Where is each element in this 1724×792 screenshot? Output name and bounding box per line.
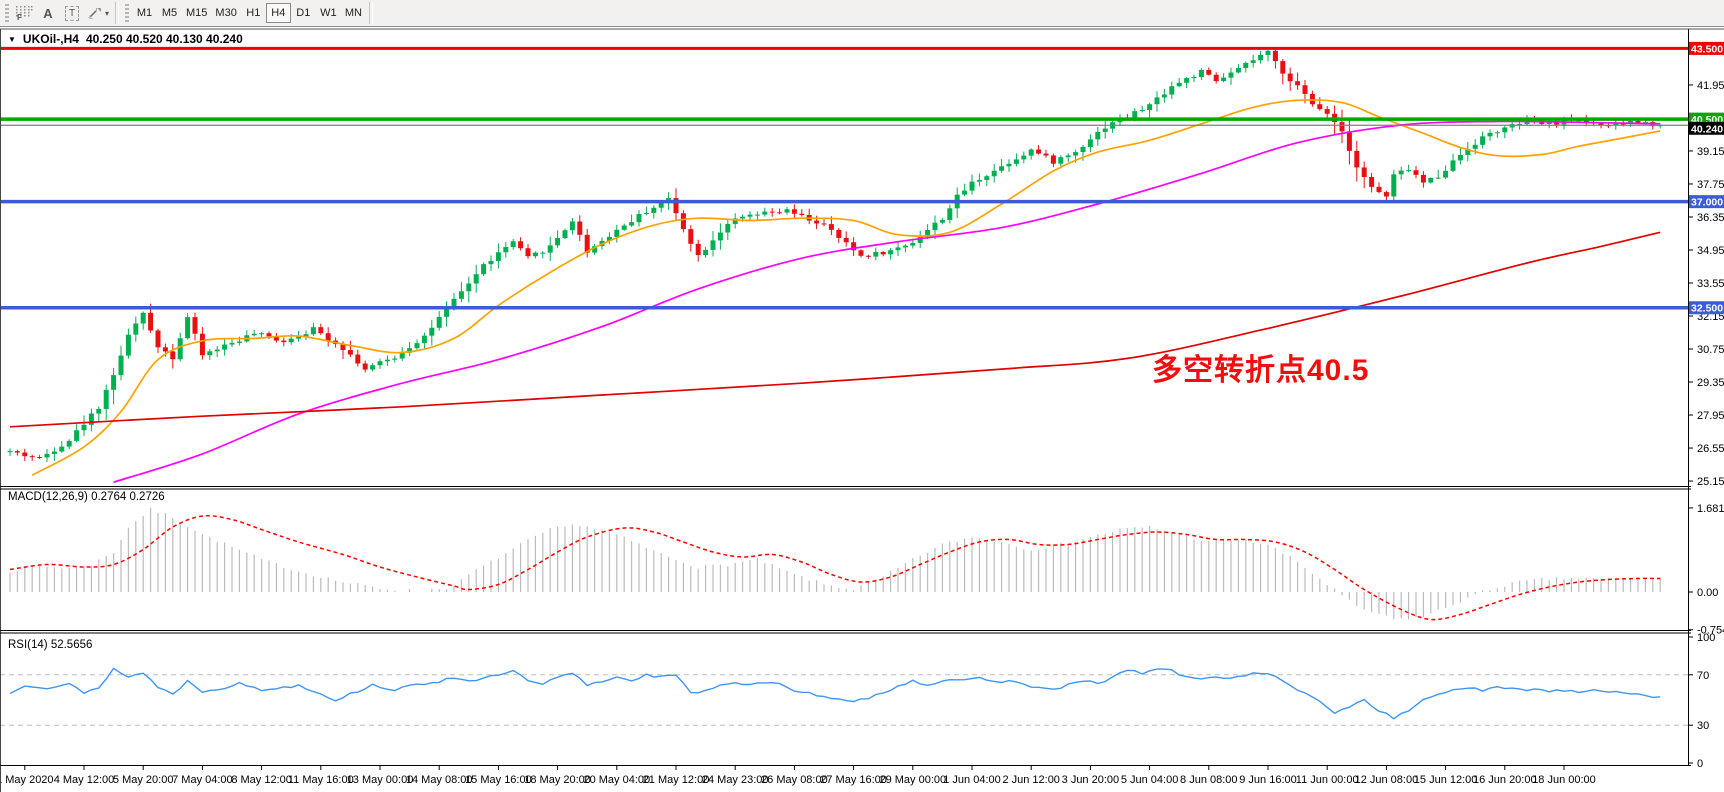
rsi-scale-label: 70: [1697, 670, 1709, 682]
rsi-line: [9, 667, 1661, 720]
chart-canvas[interactable]: 41.95039.15037.75036.35034.95033.55032.1…: [0, 28, 1724, 792]
svg-text:15 Jun 12:00: 15 Jun 12:00: [1414, 774, 1478, 786]
svg-text:1 May 2020: 1 May 2020: [0, 774, 54, 786]
svg-text:3 Jun 20:00: 3 Jun 20:00: [1062, 774, 1120, 786]
price-badge-37.000: 37.000: [1689, 195, 1724, 209]
svg-text:39.150: 39.150: [1697, 146, 1724, 158]
svg-text:4 May 12:00: 4 May 12:00: [54, 774, 115, 786]
svg-text:34.950: 34.950: [1697, 245, 1724, 257]
text-label-button[interactable]: A: [36, 2, 60, 24]
text-frame-icon: T: [64, 5, 80, 21]
svg-text:29.350: 29.350: [1697, 377, 1724, 389]
svg-text:29 May 00:00: 29 May 00:00: [879, 774, 946, 786]
svg-text:27 May 16:00: 27 May 16:00: [820, 774, 887, 786]
tab-timeframe-h4[interactable]: H4: [265, 3, 291, 23]
svg-text:25.150: 25.150: [1697, 476, 1724, 488]
tab-timeframe-m15[interactable]: M15: [182, 3, 211, 23]
svg-text:18 May 20:00: 18 May 20:00: [524, 774, 591, 786]
tab-timeframe-mn[interactable]: MN: [341, 3, 366, 23]
svg-text:37.750: 37.750: [1697, 179, 1724, 191]
svg-text:15 May 16:00: 15 May 16:00: [465, 774, 532, 786]
ma-slow-red: [9, 231, 1661, 428]
chart-window: 41.95039.15037.75036.35034.95033.55032.1…: [0, 28, 1724, 792]
svg-text:5 May 20:00: 5 May 20:00: [113, 774, 174, 786]
svg-text:26 May 08:00: 26 May 08:00: [761, 774, 828, 786]
svg-text:30.750: 30.750: [1697, 344, 1724, 356]
svg-text:21 May 12:00: 21 May 12:00: [643, 774, 710, 786]
svg-text:33.550: 33.550: [1697, 278, 1724, 290]
svg-text:12 Jun 08:00: 12 Jun 08:00: [1355, 774, 1419, 786]
dropdown-caret-icon: ▾: [105, 8, 110, 18]
rsi-scale-label: 0: [1697, 758, 1703, 770]
rsi-label: RSI(14) 52.5656: [8, 639, 92, 651]
rsi-scale-label: 30: [1697, 720, 1709, 732]
macd-label: MACD(12,26,9) 0.2764 0.2726: [8, 491, 165, 503]
toolbar-grip[interactable]: [5, 4, 9, 22]
svg-text:18 Jun 00:00: 18 Jun 00:00: [1532, 774, 1596, 786]
timeframe-toolbar: M1 M5 M15 M30 H1 H4 D1 W1 MN: [132, 3, 366, 23]
f-letter: F: [17, 13, 22, 21]
svg-text:20 May 04:00: 20 May 04:00: [583, 774, 650, 786]
macd-scale-label: -0.7544: [1697, 625, 1724, 637]
macd-scale-label: 0.00: [1697, 587, 1718, 599]
arrow-objects-button[interactable]: ▾: [84, 2, 112, 24]
svg-text:24 May 23:00: 24 May 23:00: [702, 774, 769, 786]
price-badge-32.500: 32.500: [1689, 301, 1724, 315]
arrows-icon: [88, 8, 101, 19]
svg-text:8 Jun 08:00: 8 Jun 08:00: [1180, 774, 1238, 786]
price-badge-43.500: 43.500: [1689, 41, 1724, 55]
moving-averages-layer: [9, 99, 1661, 484]
macd-scale-label: 1.6816: [1697, 503, 1724, 515]
svg-text:11 May 16:00: 11 May 16:00: [288, 774, 354, 786]
svg-text:40.240: 40.240: [1691, 123, 1723, 135]
svg-text:7 May 04:00: 7 May 04:00: [172, 774, 233, 786]
svg-text:37.000: 37.000: [1691, 197, 1723, 209]
svg-text:14 May 08:00: 14 May 08:00: [406, 774, 473, 786]
svg-text:1 Jun 04:00: 1 Jun 04:00: [943, 774, 1001, 786]
objects-grid-f-button[interactable]: F: [12, 2, 36, 24]
svg-text:32.500: 32.500: [1691, 303, 1723, 315]
candles-layer: [7, 49, 1663, 462]
symbol-period-label: UKOil-,H4: [22, 32, 79, 46]
svg-text:8 May 12:00: 8 May 12:00: [231, 774, 292, 786]
ohlc-values: 40.250 40.520 40.130 40.240: [85, 32, 243, 46]
macd-histogram: [9, 507, 1661, 620]
chart-title: ▼ UKOil-,H4 40.250 40.520 40.130 40.240: [8, 32, 243, 46]
svg-text:13 May 00:00: 13 May 00:00: [347, 774, 414, 786]
svg-text:5 Jun 04:00: 5 Jun 04:00: [1121, 774, 1179, 786]
current-price-badge: 40.240: [1689, 121, 1724, 135]
tab-timeframe-m30[interactable]: M30: [211, 3, 240, 23]
collapse-caret-icon[interactable]: ▼: [8, 34, 16, 44]
svg-text:16 Jun 20:00: 16 Jun 20:00: [1473, 774, 1537, 786]
svg-text:11 Jun 00:00: 11 Jun 00:00: [1296, 774, 1359, 786]
toolbar-separator-end: [368, 2, 373, 24]
svg-text:27.950: 27.950: [1697, 410, 1724, 422]
ma-fast-orange: [31, 99, 1661, 476]
annotation-text[interactable]: 多空转折点40.5: [1152, 354, 1370, 387]
svg-text:26.550: 26.550: [1697, 443, 1724, 455]
price-scale[interactable]: 41.95039.15037.75036.35034.95033.55032.1…: [1688, 80, 1724, 488]
tab-timeframe-m5[interactable]: M5: [157, 3, 182, 23]
svg-text:41.950: 41.950: [1697, 80, 1724, 92]
ma-mid-magenta: [113, 120, 1661, 484]
rsi-scale-label: 100: [1697, 632, 1715, 644]
timeframe-toolbar-grip[interactable]: [125, 4, 130, 22]
dotted-grid-icon: F: [16, 6, 33, 21]
svg-text:36.350: 36.350: [1697, 212, 1724, 224]
toolbar: F A T ▾ M1 M5 M15 M30 H1 H4 D1 W1 MN: [0, 0, 1724, 27]
tab-timeframe-d1[interactable]: D1: [291, 3, 316, 23]
svg-text:9 Jun 16:00: 9 Jun 16:00: [1239, 774, 1297, 786]
tab-timeframe-h1[interactable]: H1: [241, 3, 266, 23]
tab-timeframe-m1[interactable]: M1: [132, 3, 157, 23]
macd-signal-line: [9, 514, 1661, 621]
time-scale[interactable]: 1 May 2020 4 May 12:005 May 20:007 May 04…: [0, 766, 1596, 786]
svg-text:2 Jun 12:00: 2 Jun 12:00: [1002, 774, 1060, 786]
toolbar-separator: [115, 2, 120, 24]
tab-timeframe-w1[interactable]: W1: [316, 3, 341, 23]
svg-text:43.500: 43.500: [1691, 43, 1723, 55]
text-frame-button[interactable]: T: [60, 2, 84, 24]
